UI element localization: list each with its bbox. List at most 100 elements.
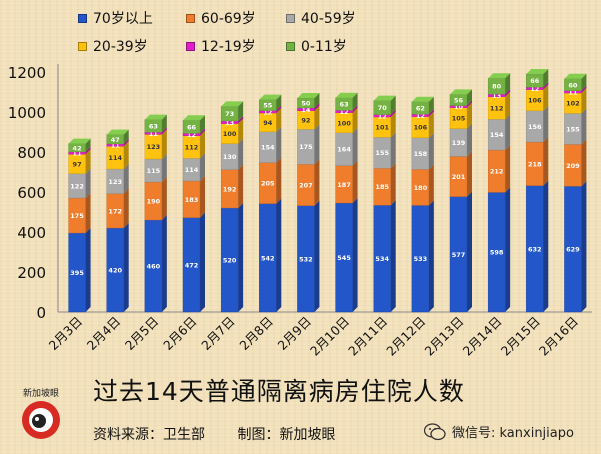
- legend-swatch: [286, 13, 295, 23]
- bar-side: [85, 228, 91, 312]
- bar-side: [352, 92, 358, 111]
- bar-side: [467, 151, 472, 197]
- bar-side: [390, 132, 396, 169]
- bar-side: [352, 127, 358, 166]
- bar-top: [68, 138, 91, 144]
- data-label: 115: [147, 167, 161, 175]
- bar-top: [335, 92, 358, 98]
- data-label: 13: [225, 119, 234, 127]
- data-label: 63: [340, 101, 349, 109]
- bar-side: [467, 100, 472, 108]
- bar-side: [314, 159, 320, 206]
- bar-side: [467, 123, 472, 157]
- bar-side: [123, 141, 129, 169]
- data-label: 100: [223, 130, 237, 138]
- bar-side: [238, 138, 244, 170]
- bar-top: [221, 101, 244, 107]
- data-label: 56: [454, 97, 464, 105]
- data-label: 11: [111, 142, 121, 150]
- wechat-id: 微信号: kanxinjiapo: [424, 422, 574, 441]
- y-tick-label: 800: [17, 144, 46, 162]
- data-label: 139: [452, 139, 466, 147]
- bar-side: [467, 89, 472, 106]
- data-label: 205: [261, 180, 275, 188]
- data-label: 11: [149, 130, 159, 138]
- bar-side: [276, 126, 282, 163]
- data-label: 100: [337, 119, 351, 127]
- data-label: 12: [530, 85, 539, 93]
- legend-label: 40-59岁: [301, 11, 356, 27]
- bar-side: [581, 108, 587, 145]
- data-label: 460: [147, 263, 161, 271]
- stacked-bar-chart: 0200400600800100012003951751229711422月3日…: [8, 64, 592, 359]
- bar-side: [467, 102, 472, 129]
- bar-side: [161, 127, 167, 135]
- data-label: 190: [147, 198, 161, 206]
- legend-item: 12-19岁: [186, 36, 256, 56]
- data-label: 122: [70, 182, 84, 190]
- data-label: 66: [187, 123, 197, 131]
- data-label: 542: [261, 254, 275, 262]
- bar-side: [200, 128, 205, 136]
- bar-side: [161, 114, 167, 133]
- data-label: 62: [416, 105, 425, 113]
- bar-side: [85, 147, 91, 155]
- data-label: 154: [261, 144, 275, 152]
- data-label: 395: [70, 269, 84, 277]
- bar-side: [85, 149, 91, 174]
- legend-item: 0-11岁: [286, 36, 347, 56]
- data-label: 12: [263, 108, 272, 116]
- data-label: 209: [566, 162, 580, 170]
- bar-top: [183, 115, 205, 121]
- data-label: 175: [299, 143, 313, 151]
- data-label: 97: [73, 160, 82, 168]
- bar-side: [314, 105, 320, 130]
- data-label: 114: [108, 154, 122, 162]
- bar-side: [238, 101, 244, 121]
- y-tick-label: 600: [17, 184, 46, 202]
- bar-top: [259, 94, 282, 100]
- bar-top: [373, 95, 396, 101]
- bar-side: [238, 116, 244, 124]
- bar-side: [428, 164, 434, 206]
- legend-swatch: [186, 13, 195, 23]
- bar-side: [428, 109, 434, 117]
- data-label: 123: [147, 143, 161, 151]
- data-label: 63: [149, 122, 158, 130]
- bar-side: [581, 73, 587, 91]
- bar-side: [238, 118, 244, 144]
- data-label: 70: [378, 104, 388, 112]
- data-label: 183: [185, 196, 199, 204]
- data-label: 156: [528, 123, 542, 131]
- bar-side: [581, 181, 587, 312]
- bar-side: [276, 105, 282, 113]
- bar-top: [106, 129, 129, 135]
- bar-side: [390, 109, 396, 117]
- x-tick-label: 2月11日: [345, 314, 390, 359]
- bar-side: [390, 112, 396, 138]
- bar-side: [543, 69, 549, 88]
- data-label: 158: [414, 150, 428, 158]
- legend-swatch: [286, 41, 295, 51]
- data-label: 106: [414, 124, 428, 132]
- bar-side: [314, 124, 320, 165]
- bar-side: [238, 164, 244, 208]
- bar-top: [144, 114, 167, 120]
- data-label: 187: [337, 181, 351, 189]
- data-label: 598: [490, 249, 504, 257]
- data-label: 534: [375, 255, 389, 263]
- bar-side: [543, 137, 549, 186]
- logo: 新加坡眼: [12, 386, 70, 446]
- data-label: 12: [340, 108, 349, 116]
- bar-side: [581, 88, 587, 114]
- legend-label: 0-11岁: [301, 39, 347, 55]
- x-tick-label: 2月5日: [122, 314, 162, 354]
- bar-side: [238, 203, 244, 312]
- legend-item: 20-39岁: [78, 36, 148, 56]
- legend-item: 60-69岁: [186, 8, 256, 28]
- legend-label: 20-39岁: [93, 39, 148, 55]
- data-label: 520: [223, 257, 237, 265]
- bar-side: [581, 85, 587, 93]
- bar-side: [352, 160, 358, 203]
